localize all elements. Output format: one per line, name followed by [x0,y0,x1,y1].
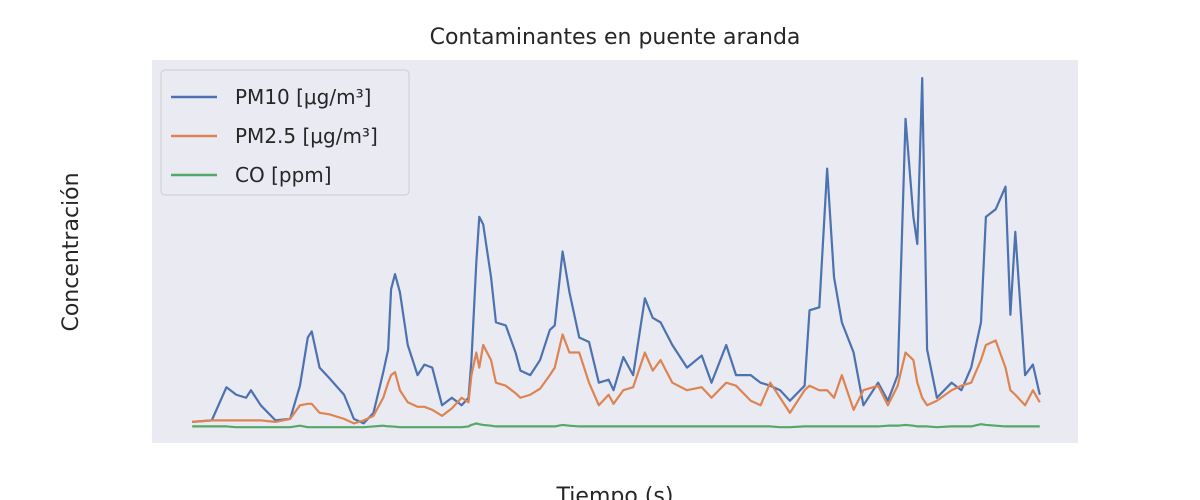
x-axis-label: Tiempo (s) [556,484,674,500]
lines [192,76,1041,429]
legend-label: CO [ppm] [235,163,332,187]
legend: PM10 [μg/m³] PM2.5 [μg/m³] CO [ppm] [160,69,410,196]
chart-title: Contaminantes en puente aranda [430,25,801,50]
legend-box [160,69,410,196]
legend-label: PM10 [μg/m³] [235,85,371,109]
data-line [192,422,1040,429]
legend-label: PM2.5 [μg/m³] [235,124,378,148]
data-line [192,333,1041,425]
data-line [192,76,1041,425]
y-axis-label: Concentración [59,172,84,331]
